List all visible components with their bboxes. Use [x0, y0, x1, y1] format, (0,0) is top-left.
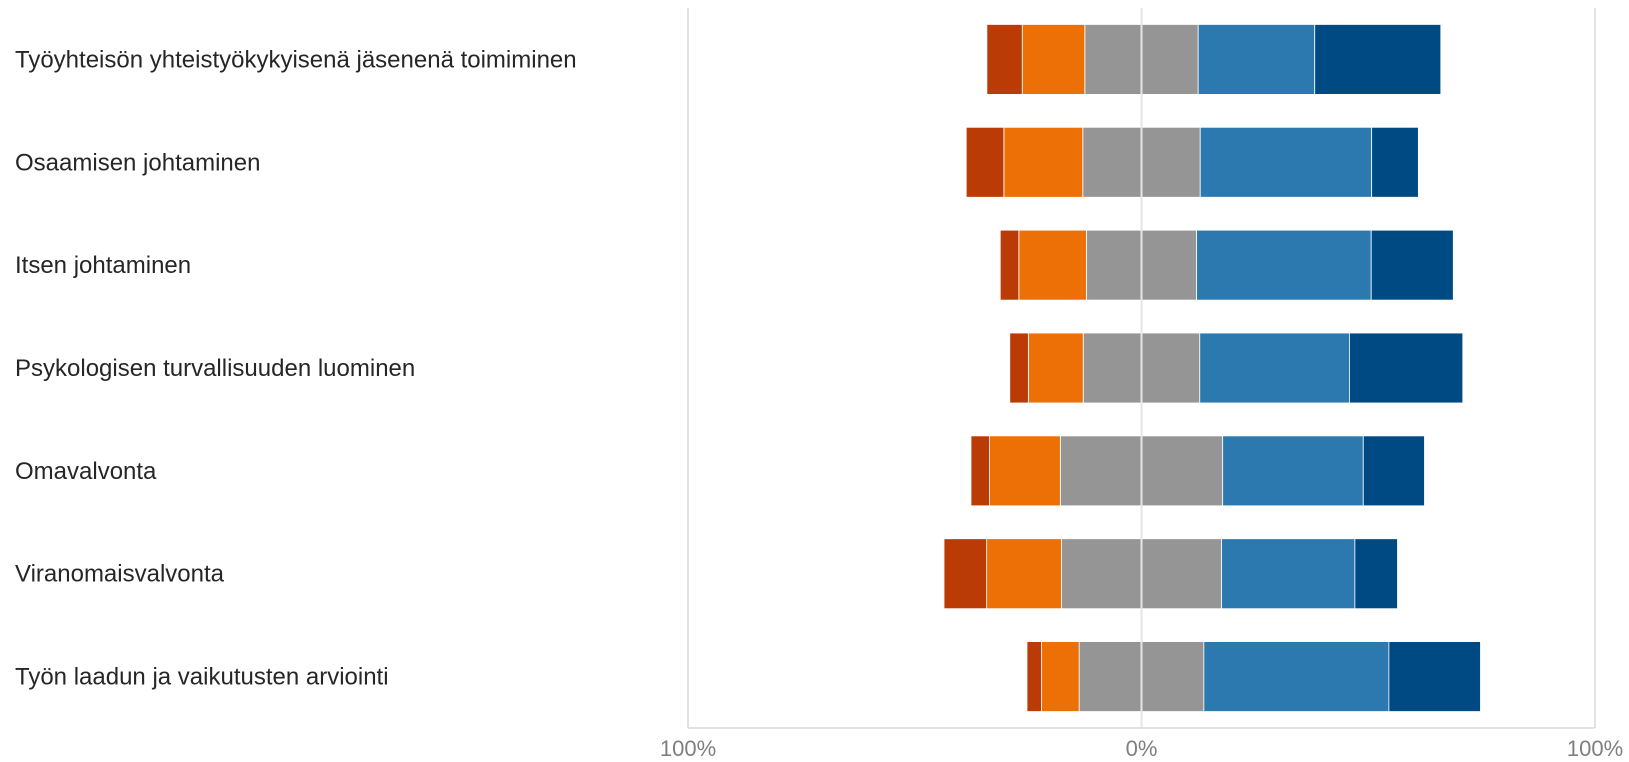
- bar-segment-row6-series0: [1026, 641, 1042, 712]
- category-label-2: Itsen johtaminen: [15, 252, 191, 279]
- category-label-5: Viranomaisvalvonta: [15, 561, 225, 588]
- x-tick-label-1: 0%: [1126, 736, 1158, 761]
- category-labels: Työyhteisön yhteistyökykyisenä jäsenenä …: [15, 46, 577, 690]
- bar-segment-row1-series0: [965, 126, 1005, 198]
- category-label-3: Psykologisen turvallisuuden luominen: [15, 355, 415, 382]
- bar-segment-row3-series0: [1009, 332, 1029, 404]
- bar-segment-row3-series1: [1027, 332, 1084, 404]
- category-label-6: Työn laadun ja vaikutusten arviointi: [15, 664, 389, 691]
- bar-segment-row0-series4: [1314, 24, 1442, 95]
- x-tick-label-2: 100%: [1567, 736, 1623, 761]
- bar-segment-row3-series3: [1199, 332, 1350, 404]
- bar-segment-row2-series3: [1196, 229, 1372, 301]
- bar-segment-row6-series1: [1041, 641, 1080, 712]
- bar-segment-row5-series1: [986, 538, 1062, 610]
- bar-segment-row2-series1: [1018, 229, 1087, 301]
- bar-segment-row0-series0: [986, 24, 1023, 95]
- bar-segment-row3-series4: [1349, 332, 1464, 404]
- bar-segment-row2-series4: [1370, 229, 1454, 301]
- category-label-1: Osaamisen johtaminen: [15, 149, 260, 176]
- bar-segment-row4-series1: [989, 435, 1061, 507]
- x-axis: 100% 0% 100%: [660, 727, 1623, 761]
- bar-segment-row4-series0: [970, 435, 990, 507]
- bar-segments: [943, 8, 1481, 728]
- bar-segment-row6-series3: [1203, 641, 1390, 712]
- bar-segment-row5-series3: [1221, 538, 1356, 610]
- bar-segment-row1-series3: [1199, 126, 1373, 198]
- bar-segment-row1-series4: [1371, 126, 1419, 198]
- bar-segment-row0-series3: [1197, 24, 1316, 95]
- bar-segment-row5-series4: [1354, 538, 1398, 610]
- bar-segment-row4-series3: [1222, 435, 1364, 507]
- bar-segment-row4-series4: [1362, 435, 1425, 507]
- category-label-0: Työyhteisön yhteistyökykyisenä jäsenenä …: [15, 46, 577, 73]
- bar-segment-row0-series1: [1021, 24, 1086, 95]
- x-tick-label-0: 100%: [660, 736, 716, 761]
- bar-segment-row1-series1: [1003, 126, 1084, 198]
- bar-segment-row6-series4: [1388, 641, 1481, 712]
- bar-segment-row2-series0: [999, 229, 1020, 301]
- category-label-4: Omavalvonta: [15, 458, 157, 485]
- bar-segment-row5-series0: [943, 538, 988, 610]
